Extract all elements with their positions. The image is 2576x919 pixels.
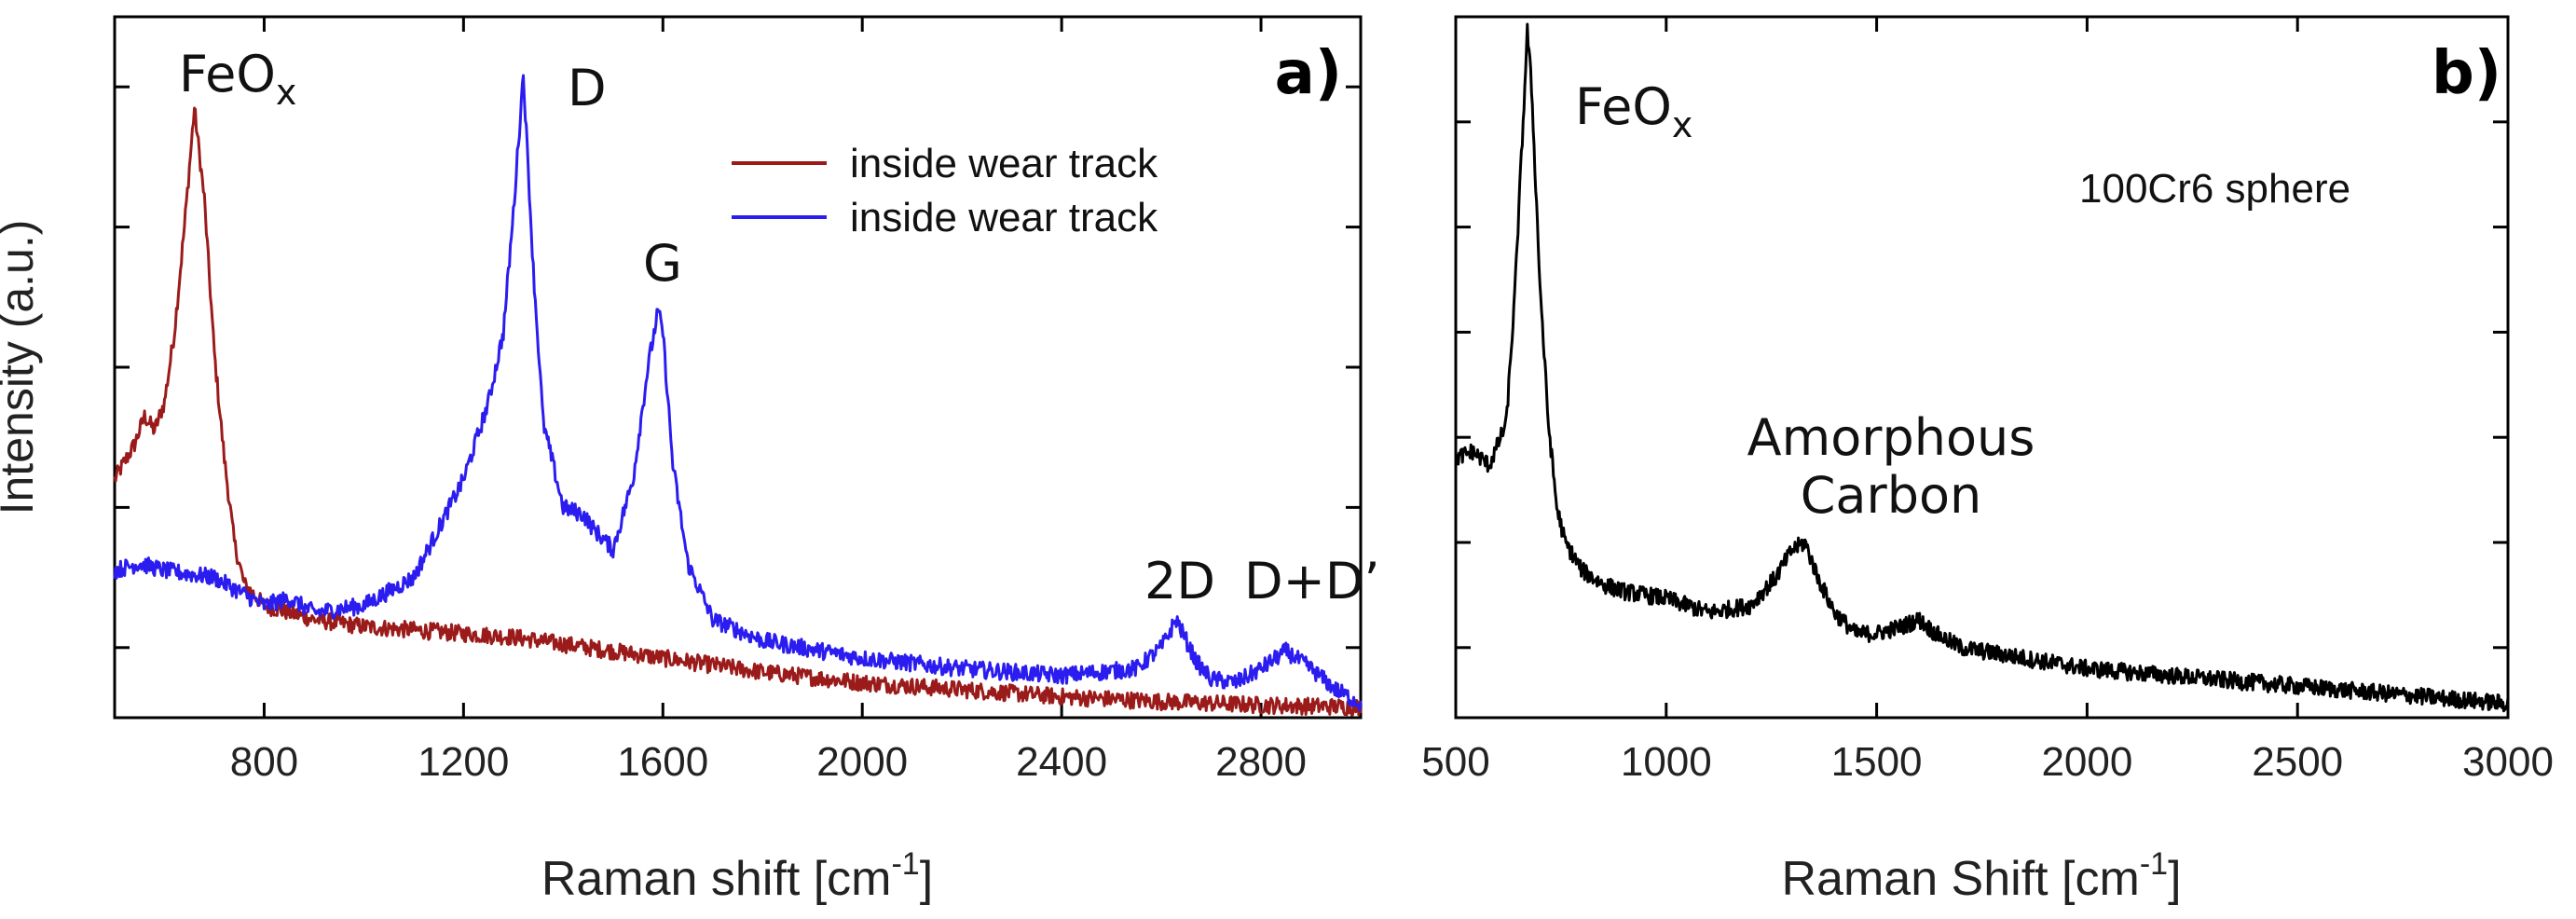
x-tick-label: 2500 <box>2252 739 2343 785</box>
legend-label-black: 100Cr6 sphere <box>2079 166 2350 212</box>
x-axis-label-a: Raman shift [cm-1] <box>541 846 933 906</box>
plot-frame-b <box>1454 15 2510 720</box>
legend-label-red: inside wear track <box>850 141 1158 186</box>
x-tick-label: 1600 <box>617 739 708 785</box>
legend-a: inside wear track inside wear track <box>732 141 1158 240</box>
panel-label-a: a) <box>1275 39 1342 108</box>
x-tick-label: 1000 <box>1621 739 1712 785</box>
annotation-g-peak: G <box>643 234 682 293</box>
x-tick-label: 2800 <box>1215 739 1307 785</box>
x-tick-label: 1200 <box>418 739 509 785</box>
panel-label-b: b) <box>2432 39 2501 108</box>
series-line-0-0 <box>113 106 1363 717</box>
panel-b: 500 1000 1500 2000 2500 3000 Raman Shift [cm-… <box>1421 15 2554 906</box>
x-tick-label: 2000 <box>816 739 908 785</box>
x-tick-label: 2000 <box>2041 739 2132 785</box>
annotation-amorphous: Amorphous <box>1747 408 2035 467</box>
x-tick-label: 3000 <box>2462 739 2554 785</box>
series-line-1-0 <box>1454 22 2510 713</box>
panel-a: 800 1200 1600 2000 2400 2800 Intensity (a.u.)… <box>0 15 1380 906</box>
x-tick-label: 1500 <box>1831 739 1923 785</box>
annotation-feox-a: FeOx <box>179 45 296 113</box>
x-tick-label: 800 <box>230 739 298 785</box>
x-tick-label: 2400 <box>1016 739 1107 785</box>
annotation-carbon: Carbon <box>1801 466 1982 525</box>
x-axis-label-b: Raman Shift [cm-1] <box>1781 846 2181 906</box>
legend-label-blue: inside wear track <box>850 195 1158 240</box>
annotation-d-peak: D <box>568 59 607 117</box>
annotation-2d-peak: 2D <box>1144 552 1215 610</box>
annotation-dd-peak: D+D’ <box>1244 552 1380 610</box>
y-axis-label-a: Intensity (a.u.) <box>0 220 43 515</box>
annotation-feox-b: FeOx <box>1575 77 1692 145</box>
series-line-0-1 <box>113 74 1363 712</box>
x-tick-label: 500 <box>1421 739 1489 785</box>
